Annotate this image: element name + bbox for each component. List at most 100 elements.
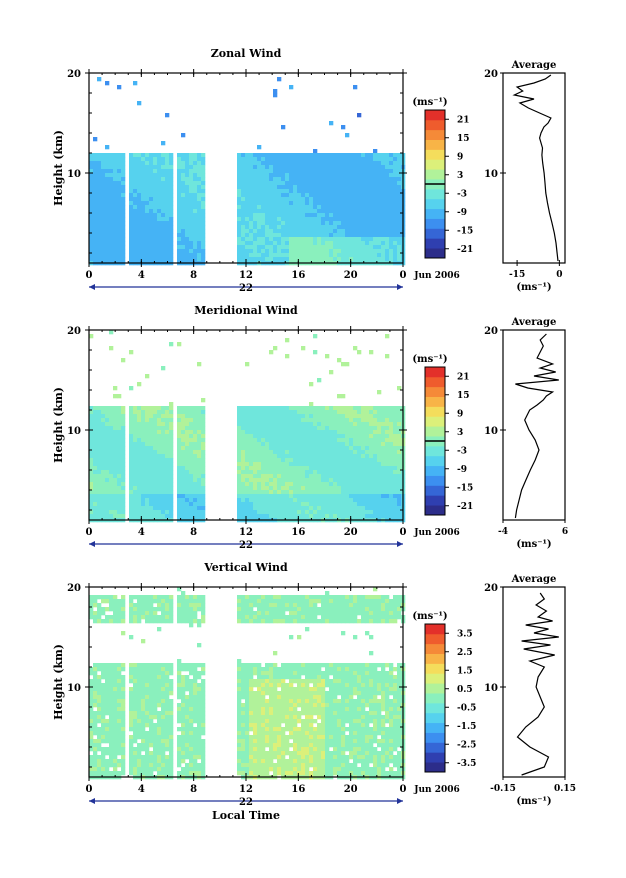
y-axis-label: Height (km) [52, 387, 65, 463]
colorbar-band [425, 742, 445, 752]
colorbar-tick-label: -15 [457, 483, 473, 493]
average-y-tick-label: 10 [484, 169, 498, 180]
colorbar-band [425, 733, 445, 743]
colorbar-unit: (ms⁻¹) [412, 611, 447, 622]
colorbar-band [425, 683, 445, 693]
colorbar-band [425, 238, 445, 248]
colorbar-band [425, 130, 445, 140]
x-tick-label: 16 [291, 784, 305, 795]
x-tick-label: 4 [138, 527, 145, 538]
day-bar-arrow-left [89, 798, 95, 804]
day-bar-arrow-left [89, 541, 95, 547]
average-y-tick-label: 20 [484, 583, 498, 594]
day-bar-arrow-right [397, 541, 403, 547]
x-tick-label: 16 [291, 527, 305, 538]
colorbar-tick-label: -3 [457, 446, 467, 456]
x-tick-label: 0 [400, 784, 407, 795]
heatmap-field [89, 587, 405, 779]
colorbar-band [425, 149, 445, 159]
x-tick-label: 12 [239, 527, 253, 538]
y-tick-label: 20 [67, 583, 81, 594]
panel-title: Zonal Wind [211, 47, 282, 60]
colorbar-tick-label: -9 [457, 208, 467, 218]
day-bar-arrow-left [89, 284, 95, 290]
colorbar-band [425, 485, 445, 495]
colorbar-band [425, 673, 445, 683]
x-tick-label: 20 [344, 527, 358, 538]
colorbar-band [425, 703, 445, 713]
average-x-tick-label: 0 [556, 270, 562, 280]
average-unit: (ms⁻¹) [516, 796, 551, 807]
day-bar-arrow-right [397, 284, 403, 290]
y-tick-label: 10 [67, 426, 81, 437]
average-title: Average [511, 317, 557, 328]
date-label: Jun 2006 [413, 785, 460, 795]
x-tick-label: 0 [86, 527, 93, 538]
y-tick-label: 20 [67, 326, 81, 337]
colorbar-band [425, 169, 445, 179]
colorbar-band [425, 120, 445, 130]
colorbar-tick-label: 9 [457, 409, 463, 419]
average-y-tick-label: 20 [484, 326, 498, 337]
x-tick-label: 8 [190, 270, 197, 281]
colorbar-unit: (ms⁻¹) [412, 97, 447, 108]
x-tick-label: 0 [400, 270, 407, 281]
average-unit: (ms⁻¹) [516, 539, 551, 550]
average-x-tick-label: -4 [498, 527, 508, 537]
colorbar-tick-label: -3 [457, 189, 467, 199]
colorbar-band [425, 762, 445, 772]
colorbar-band [425, 377, 445, 387]
colorbar-band [425, 248, 445, 258]
x-tick-label: 0 [86, 270, 93, 281]
colorbar-band [425, 495, 445, 505]
colorbar-band [425, 397, 445, 407]
y-tick-label: 10 [67, 169, 81, 180]
colorbar-tick-label: -0.5 [457, 703, 476, 713]
colorbar-band [425, 140, 445, 150]
colorbar-band [425, 505, 445, 515]
average-frame [503, 587, 565, 777]
y-tick-label: 20 [67, 69, 81, 80]
colorbar-band [425, 416, 445, 426]
colorbar-band [425, 644, 445, 654]
colorbar-tick-label: 3 [457, 428, 463, 438]
colorbar-tick-label: -1.5 [457, 722, 476, 732]
colorbar-band [425, 406, 445, 416]
colorbar-tick-label: 1.5 [457, 666, 473, 676]
x-tick-label: 20 [344, 784, 358, 795]
colorbar-band [425, 456, 445, 466]
colorbar-band [425, 624, 445, 634]
average-x-tick-label: -0.15 [490, 784, 516, 794]
x-tick-label: 12 [239, 784, 253, 795]
colorbar-band [425, 189, 445, 199]
colorbar-tick-label: -9 [457, 465, 467, 475]
colorbar-tick-label: 21 [457, 115, 470, 125]
x-tick-label: 16 [291, 270, 305, 281]
colorbar-tick-label: 0.5 [457, 685, 473, 695]
colorbar-tick-label: -3.5 [457, 759, 476, 769]
average-x-tick-label: 6 [562, 527, 568, 537]
y-axis-label: Height (km) [52, 644, 65, 720]
colorbar-tick-label: -21 [457, 502, 473, 512]
colorbar-band [425, 446, 445, 456]
x-tick-label: 0 [86, 784, 93, 795]
colorbar-band [425, 476, 445, 486]
colorbar-band [425, 228, 445, 238]
average-x-tick-label: -15 [509, 270, 525, 280]
x-tick-label: 8 [190, 784, 197, 795]
average-unit: (ms⁻¹) [516, 282, 551, 293]
colorbar-band [425, 159, 445, 169]
day-label: 22 [239, 540, 253, 551]
x-tick-label: 0 [400, 527, 407, 538]
average-title: Average [511, 60, 557, 71]
day-bar-arrow-right [397, 798, 403, 804]
colorbar-band [425, 466, 445, 476]
x-tick-label: 20 [344, 270, 358, 281]
colorbar-tick-label: 9 [457, 152, 463, 162]
colorbar-band [425, 367, 445, 377]
date-label: Jun 2006 [413, 528, 460, 538]
